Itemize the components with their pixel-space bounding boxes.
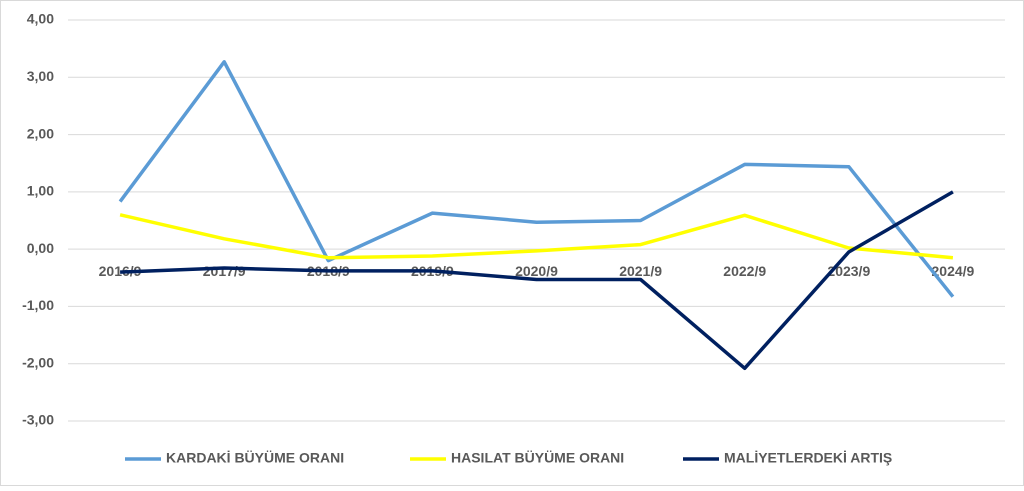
series-line: [120, 190, 954, 371]
x-tick-label: 2020/9: [515, 263, 558, 279]
y-tick-label: -1,00: [22, 297, 54, 313]
y-tick-label: -2,00: [22, 354, 54, 370]
y-tick-label: 3,00: [27, 68, 54, 84]
x-tick-label: 2021/9: [619, 263, 662, 279]
x-tick-label: 2017/9: [203, 263, 246, 279]
y-tick-label: 0,00: [27, 240, 54, 256]
series-line: [118, 60, 955, 298]
y-tick-label: -3,00: [22, 412, 54, 428]
legend-label: MALİYETLERDEKİ ARTIŞ: [724, 450, 892, 466]
legend-label: HASILAT BÜYÜME ORANI: [451, 450, 624, 466]
series-line: [119, 213, 954, 260]
x-tick-label: 2022/9: [723, 263, 766, 279]
y-tick-label: 1,00: [27, 183, 54, 199]
x-tick-label: 2024/9: [932, 263, 975, 279]
x-tick-label: 2023/9: [827, 263, 870, 279]
y-tick-label: 2,00: [27, 125, 54, 141]
y-tick-label: 4,00: [27, 11, 54, 27]
legend-label: KARDAKİ BÜYÜME ORANI: [166, 450, 344, 466]
